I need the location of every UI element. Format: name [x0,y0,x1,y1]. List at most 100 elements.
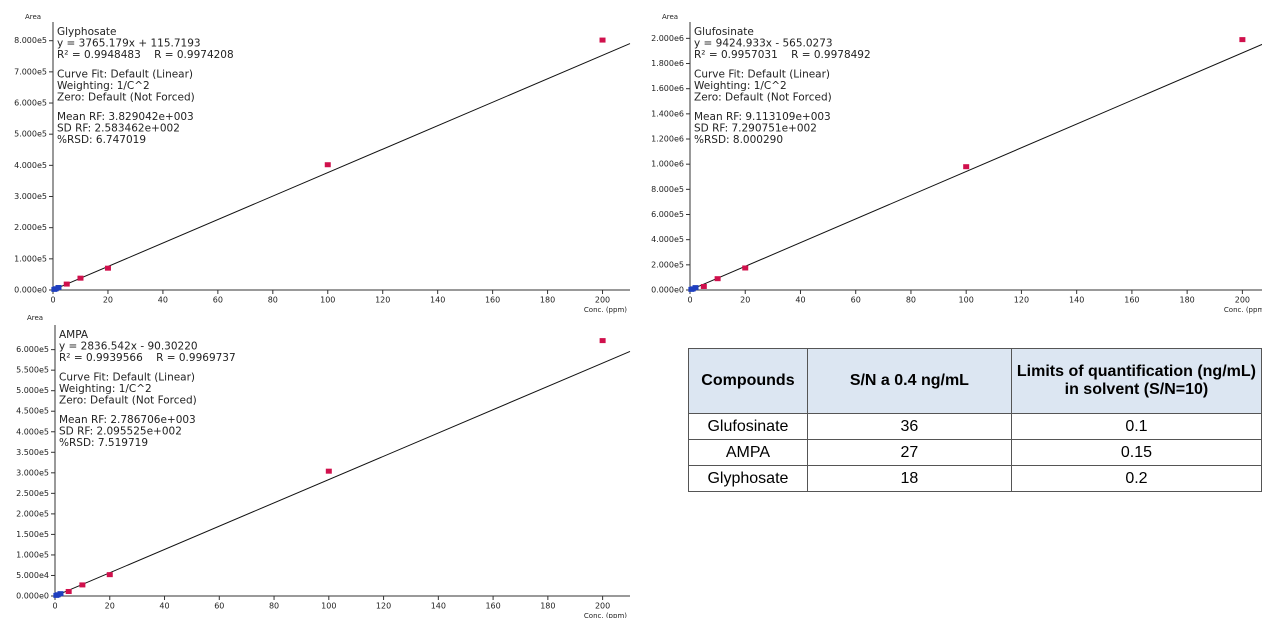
x-tick-label: 120 [375,296,390,305]
y-tick-label: 1.000e6 [651,160,684,169]
fit-line [54,350,631,597]
cell: 0.15 [1010,439,1262,466]
annotation: Mean RF: 3.829042e+003 [57,111,194,123]
annotation: Weighting: 1/C^2 [694,80,787,92]
x-tick-label: 40 [159,602,169,611]
x-tick-label: 180 [540,296,555,305]
y-tick-label: 8.000e5 [651,185,684,194]
data-point [104,265,111,271]
data-point [599,338,606,344]
row: Glyphosate 18 0.2 [688,465,1262,492]
y-tick-label: 1.800e6 [651,59,684,68]
annotation: %RSD: 7.519719 [59,437,148,449]
annotation: Curve Fit: Default (Linear) [694,69,830,81]
data-point [325,468,332,474]
annotation: SD RF: 2.095525e+002 [59,426,182,438]
header-cell: Compounds [688,348,808,414]
y-axis-label: Area [25,13,41,21]
compound-name: Glyphosate [57,26,117,38]
y-tick-label: 0.000e0 [16,592,49,601]
x-tick-label: 160 [485,602,500,611]
x-tick-label: 60 [213,296,223,305]
annotation: y = 9424.933x - 565.0273 [694,38,833,50]
x-axis-label: Conc. (ppm) [584,306,627,314]
x-tick-label: 0 [52,602,57,611]
y-tick-label: 5.000e5 [16,386,49,395]
x-tick-label: 80 [906,296,916,305]
y-tick-label: 1.500e5 [16,530,49,539]
annotation: %RSD: 6.747019 [57,134,146,146]
annotation: Zero: Default (Not Forced) [57,92,195,104]
data-point [1239,37,1246,43]
x-tick-label: 140 [1069,296,1084,305]
data-point [79,582,86,588]
y-tick-label: 2.000e5 [651,260,684,269]
fit-line [689,43,1262,291]
annotation: Weighting: 1/C^2 [57,80,150,92]
x-tick-label: 180 [1180,296,1195,305]
data-point [324,162,331,168]
data-point [714,276,721,282]
y-tick-label: 5.000e5 [14,130,47,139]
x-tick-label: 0 [687,296,692,305]
y-axis-label: Area [662,13,678,21]
y-tick-label: 4.000e5 [16,427,49,436]
y-tick-label: 1.200e6 [651,135,684,144]
x-tick-label: 180 [540,602,555,611]
cell: Glufosinate [688,413,808,440]
data-point [700,283,707,289]
cell: Glyphosate [688,465,808,492]
y-tick-label: 2.000e5 [14,223,47,232]
data-point [963,164,970,170]
compound-name: AMPA [59,329,89,341]
x-tick-label: 60 [851,296,861,305]
annotation: Weighting: 1/C^2 [59,383,152,395]
annotation: Zero: Default (Not Forced) [694,92,832,104]
data-point [742,265,749,271]
y-tick-label: 7.000e5 [14,67,47,76]
x-tick-label: 200 [1235,296,1250,305]
annotation: Curve Fit: Default (Linear) [59,372,195,384]
x-axis-label: Conc. (ppm) [1224,306,1262,314]
annotation: R² = 0.9957031 R = 0.9978492 [694,49,871,61]
cell: 27 [806,439,1012,466]
header-cell: Limits of quantification (ng/mL) in solv… [1010,348,1262,414]
y-tick-label: 1.400e6 [651,109,684,118]
x-tick-label: 200 [595,296,610,305]
results-table: Compounds S/N a 0.4 ng/mL Limits of quan… [688,348,1262,492]
y-tick-label: 4.000e5 [651,235,684,244]
cell: 0.2 [1010,465,1262,492]
y-tick-label: 5.000e4 [16,571,49,580]
y-tick-label: 0.000e0 [14,286,47,295]
y-tick-label: 4.000e5 [14,161,47,170]
annotation: %RSD: 8.000290 [694,134,783,146]
y-tick-label: 2.500e5 [16,489,49,498]
data-point [65,588,72,594]
y-tick-label: 5.500e5 [16,366,49,375]
annotation: y = 2836.542x - 90.30220 [59,341,198,353]
annotation: R² = 0.9939566 R = 0.9969737 [59,352,236,364]
cell: 18 [806,465,1012,492]
x-tick-label: 0 [50,296,55,305]
x-tick-label: 120 [1014,296,1029,305]
x-tick-label: 80 [268,296,278,305]
y-tick-label: 4.500e5 [16,407,49,416]
x-tick-label: 160 [1124,296,1139,305]
x-tick-label: 160 [485,296,500,305]
y-tick-label: 8.000e5 [14,36,47,45]
data-point [106,572,113,578]
y-tick-label: 1.000e5 [16,550,49,559]
data-point [55,285,62,291]
x-tick-label: 120 [376,602,391,611]
y-tick-label: 6.000e5 [14,99,47,108]
data-point [599,37,606,43]
y-tick-label: 2.000e5 [16,509,49,518]
y-tick-label: 1.000e5 [14,254,47,263]
y-tick-label: 0.000e0 [651,286,684,295]
x-tick-label: 140 [431,602,446,611]
x-tick-label: 20 [740,296,750,305]
row: Glufosinate 36 0.1 [688,413,1262,440]
cell: AMPA [688,439,808,466]
x-tick-label: 80 [269,602,279,611]
data-point [63,281,70,287]
